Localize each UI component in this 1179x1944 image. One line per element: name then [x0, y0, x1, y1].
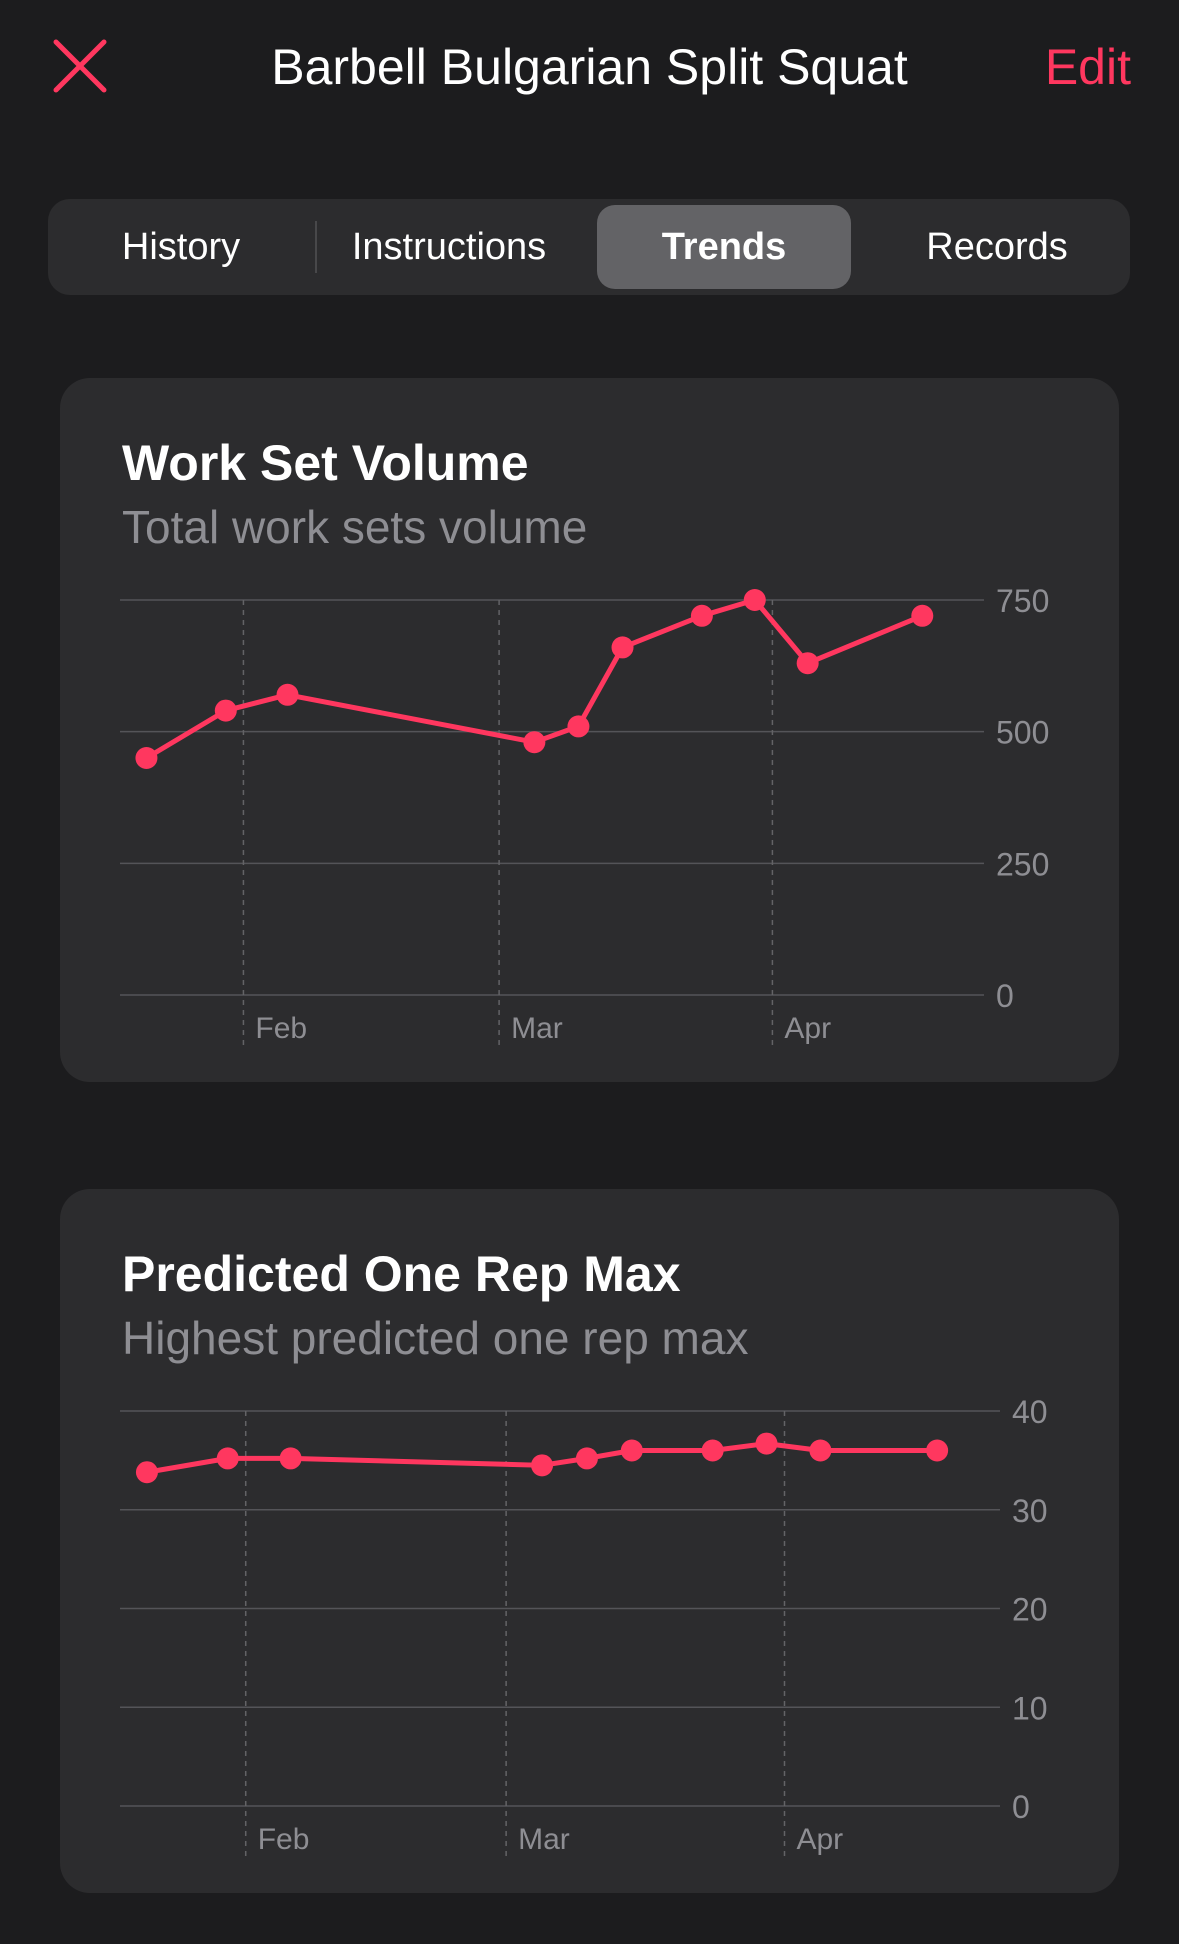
y-tick-label: 40: [1012, 1394, 1048, 1430]
y-tick-label: 20: [1012, 1592, 1048, 1628]
tab-instructions[interactable]: Instructions: [351, 226, 547, 268]
series-line: [144, 1441, 940, 1475]
data-point: [743, 589, 766, 611]
series-line: [143, 597, 925, 761]
page-title: Barbell Bulgarian Split Squat: [271, 39, 908, 95]
card-title: Work Set Volume: [122, 435, 529, 491]
data-point: [701, 1439, 724, 1462]
x-tick-label: Apr: [796, 1823, 843, 1856]
work-set-volume-chart: 0 250 500 750 Feb Mar Apr: [120, 583, 1049, 1047]
data-point: [911, 604, 934, 627]
card-subtitle: Total work sets volume: [122, 501, 588, 553]
predicted-one-rep-max-card[interactable]: Predicted One Rep Max Highest predicted …: [60, 1189, 1119, 1893]
x-tick-label: Mar: [511, 1012, 563, 1045]
close-button[interactable]: [50, 36, 110, 96]
segment-divider: [315, 221, 317, 273]
data-point: [279, 1447, 302, 1470]
card-subtitle: Highest predicted one rep max: [122, 1312, 749, 1364]
data-point: [567, 715, 590, 738]
data-point: [620, 1439, 643, 1462]
card-title: Predicted One Rep Max: [122, 1246, 681, 1302]
tab-history[interactable]: History: [121, 226, 241, 268]
segmented-control: History Instructions Trends Records: [48, 199, 1130, 295]
work-set-volume-card[interactable]: Work Set Volume Total work sets volume 0…: [60, 378, 1119, 1082]
data-point: [523, 731, 546, 754]
tab-trends[interactable]: Trends: [597, 205, 851, 289]
data-point: [575, 1447, 598, 1470]
y-tick-label: 0: [1012, 1789, 1030, 1825]
x-tick-label: Mar: [518, 1823, 570, 1856]
data-point: [214, 699, 237, 722]
y-tick-label: 750: [996, 583, 1049, 619]
data-point: [690, 604, 713, 627]
data-point: [531, 1454, 554, 1477]
tab-records[interactable]: Records: [926, 226, 1068, 268]
navigation-bar: Barbell Bulgarian Split Squat Edit: [0, 0, 1179, 140]
x-tick-label: Apr: [784, 1012, 831, 1045]
y-tick-label: 500: [996, 715, 1049, 751]
data-point: [276, 683, 299, 706]
x-tick-label: Feb: [258, 1823, 310, 1856]
predicted-one-rep-max-chart: 0 10 20 30 40 Feb Mar Apr: [120, 1394, 1048, 1858]
data-point: [611, 636, 634, 659]
close-x-icon: [53, 39, 107, 93]
data-point: [216, 1447, 239, 1470]
data-point: [135, 747, 158, 769]
y-tick-label: 30: [1012, 1493, 1048, 1529]
y-tick-label: 250: [996, 846, 1049, 882]
data-point: [809, 1439, 832, 1462]
y-tick-label: 10: [1012, 1690, 1048, 1726]
x-tick-label: Feb: [255, 1012, 307, 1045]
data-point: [135, 1461, 158, 1484]
data-point: [926, 1439, 949, 1462]
data-point: [796, 652, 819, 675]
data-point: [755, 1432, 778, 1455]
edit-button[interactable]: Edit: [1044, 39, 1131, 95]
y-tick-label: 0: [996, 978, 1014, 1014]
